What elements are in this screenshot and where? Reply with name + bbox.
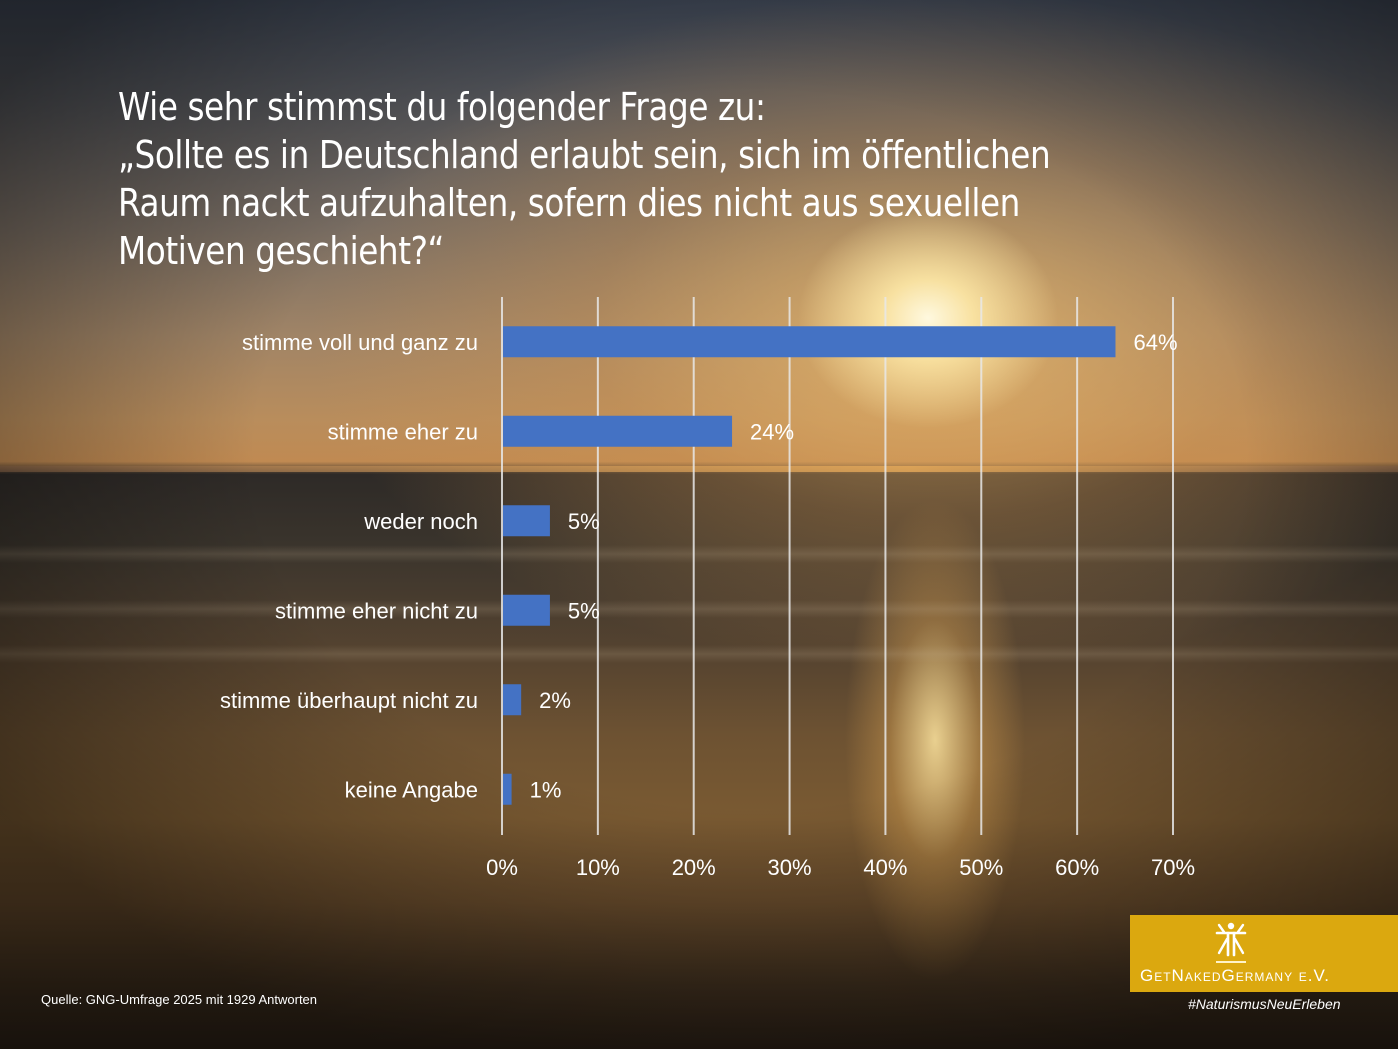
x-tick-label: 0%	[486, 855, 518, 880]
category-label: stimme überhaupt nicht zu	[220, 688, 478, 713]
x-tick-label: 30%	[768, 855, 812, 880]
chart-title-line: Raum nackt aufzuhalten, sofern dies nich…	[118, 181, 1020, 225]
data-label: 2%	[539, 688, 571, 713]
background-wave	[0, 645, 1398, 663]
category-label: stimme voll und ganz zu	[242, 330, 478, 355]
gridlines	[501, 297, 1174, 835]
logo-text: GetNakedGermany e.V.	[1140, 966, 1331, 985]
x-axis-tick-labels: 0% 10% 20% 30% 40% 50% 60% 70%	[486, 855, 1195, 880]
background-wave	[0, 545, 1398, 563]
category-label: stimme eher nicht zu	[275, 598, 478, 623]
chart-title-line: „Sollte es in Deutschland erlaubt sein, …	[118, 133, 1051, 177]
bar	[503, 326, 1116, 358]
category-label: keine Angabe	[345, 777, 478, 802]
x-tick-label: 40%	[863, 855, 907, 880]
category-labels: stimme voll und ganz zu stimme eher zu wed…	[220, 330, 478, 803]
category-label: weder noch	[363, 509, 478, 534]
hashtag: #NaturismusNeuErleben	[1188, 996, 1341, 1012]
chart-title: Wie sehr stimmst du folgender Frage zu: …	[118, 83, 1064, 275]
data-label: 5%	[568, 598, 600, 623]
background-wave	[0, 600, 1398, 618]
x-tick-label: 10%	[576, 855, 620, 880]
chart-title-line: Wie sehr stimmst du folgender Frage zu:	[118, 85, 766, 129]
x-tick-label: 20%	[672, 855, 716, 880]
source-note: Quelle: GNG-Umfrage 2025 mit 1929 Antwor…	[41, 992, 318, 1007]
logo-banner: GetNakedGermany e.V.	[1130, 915, 1398, 992]
data-label: 24%	[750, 419, 794, 444]
x-tick-label: 60%	[1055, 855, 1099, 880]
x-tick-label: 50%	[959, 855, 1003, 880]
value-labels: 64% 24% 5% 5% 2% 1%	[530, 330, 1178, 803]
bar	[503, 594, 550, 626]
x-tick-label: 70%	[1151, 855, 1195, 880]
background-horizon	[0, 466, 1398, 472]
data-label: 64%	[1133, 330, 1177, 355]
bar	[503, 415, 733, 447]
data-label: 5%	[568, 509, 600, 534]
person-figure-icon	[1215, 922, 1247, 957]
chart-title-line: Motiven geschieht?“	[118, 229, 445, 273]
bar	[503, 773, 512, 805]
logo-divider	[1216, 961, 1246, 963]
category-label: stimme eher zu	[328, 419, 478, 444]
bar	[503, 505, 550, 537]
data-label: 1%	[530, 777, 562, 802]
bars	[503, 326, 1116, 805]
bar	[503, 684, 522, 716]
